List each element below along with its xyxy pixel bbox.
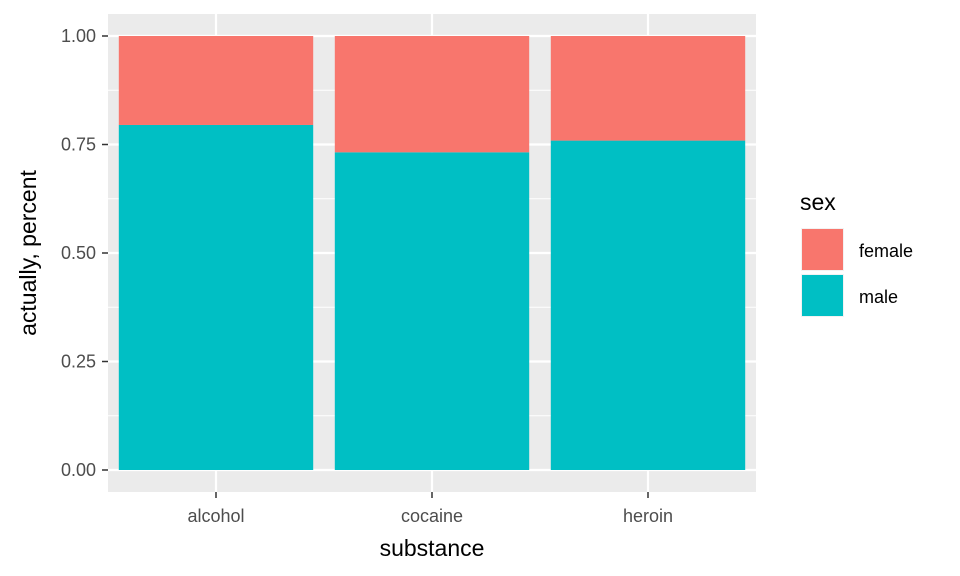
legend-label-male: male — [859, 287, 898, 307]
y-axis: 0.00 0.25 0.50 0.75 1.00 — [61, 26, 108, 480]
bar-female-alcohol — [118, 36, 314, 125]
y-tick-label: 0.75 — [61, 135, 96, 155]
x-tick-label: heroin — [623, 506, 673, 526]
y-tick-label: 0.25 — [61, 352, 96, 372]
y-axis-title: actually, percent — [15, 170, 41, 336]
y-tick-label: 0.00 — [61, 460, 96, 480]
y-tick-label: 0.50 — [61, 243, 96, 263]
bars — [118, 36, 746, 470]
y-tick-label: 1.00 — [61, 26, 96, 46]
bar-female-heroin — [550, 36, 746, 141]
legend: sex female male — [800, 189, 913, 317]
legend-label-female: female — [859, 241, 913, 261]
legend-title: sex — [800, 189, 836, 215]
x-tick-label: cocaine — [401, 506, 463, 526]
bar-male-alcohol — [118, 124, 314, 470]
bar-male-heroin — [550, 140, 746, 470]
x-tick-label: alcohol — [187, 506, 244, 526]
legend-key-male — [802, 275, 843, 316]
x-axis: alcohol cocaine heroin — [187, 492, 673, 526]
bar-male-cocaine — [334, 152, 530, 470]
legend-key-female — [802, 229, 843, 270]
x-axis-title: substance — [380, 535, 485, 561]
bar-female-cocaine — [334, 36, 530, 153]
